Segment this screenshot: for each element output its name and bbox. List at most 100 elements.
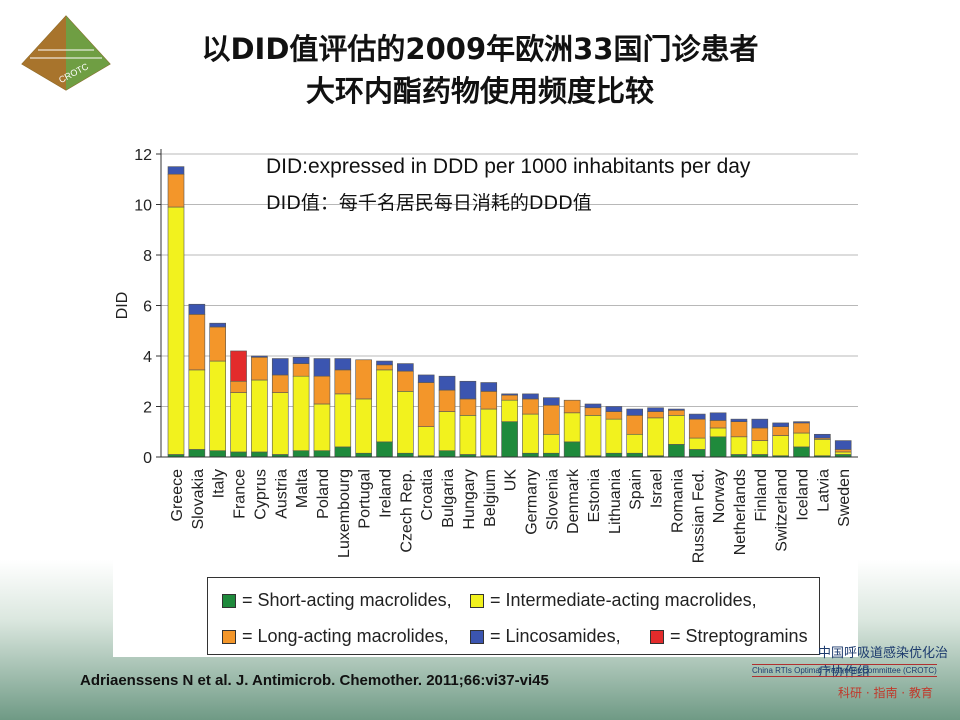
y-tick-label: 2 [143, 400, 152, 417]
legend-label-long: = Long-acting macrolides, [242, 626, 449, 646]
x-tick-label: Austria [273, 469, 290, 519]
slide-title-line1: 以DID值评估的2009年欧洲33国门诊患者 [201, 32, 759, 66]
bar-segment-long [480, 391, 498, 410]
x-tick-label: Croatia [419, 469, 436, 521]
bar-segment-lincosamides [834, 440, 852, 450]
x-tick-label: Iceland [795, 469, 812, 521]
bar-segment-short [376, 441, 393, 458]
bar-segment-intermediate [397, 391, 414, 454]
x-tick-label: Greece [169, 469, 186, 522]
bar-segment-lincosamides [751, 418, 769, 429]
x-tick-label: Sweden [836, 469, 853, 527]
x-tick-label: Finland [753, 469, 770, 521]
bar-segment-intermediate [376, 369, 393, 443]
bar-segment-long [647, 411, 664, 419]
bar-segment-intermediate [584, 415, 602, 457]
bar-segment-long [668, 409, 685, 416]
bar-segment-intermediate [834, 451, 852, 455]
bar-segment-lincosamides [772, 422, 789, 428]
bar-segment-long [563, 399, 581, 414]
bar-segment-intermediate [688, 437, 706, 450]
x-tick-label: Germany [523, 469, 540, 535]
bar-segment-intermediate [751, 440, 769, 455]
bar-segment-long [772, 426, 789, 436]
bar-segment-intermediate [230, 392, 247, 453]
bar-segment-intermediate [438, 411, 456, 451]
bar-segment-intermediate [188, 369, 206, 450]
bar-segment-intermediate [814, 439, 831, 457]
bar-segment-short [188, 449, 206, 458]
bar-segment-lincosamides [522, 393, 539, 400]
legend-label-short: = Short-acting macrolides, [242, 590, 452, 610]
bar-segment-long [793, 422, 810, 434]
bar-segment-lincosamides [709, 412, 727, 421]
y-tick-label: 6 [143, 299, 152, 316]
legend-swatch-streptogramins [650, 629, 664, 644]
x-tick-label: Latvia [815, 469, 832, 512]
x-tick-label: Norway [711, 469, 728, 523]
x-tick-label: UK [503, 469, 520, 492]
chart-legend: = Short-acting macrolides, = Intermediat… [207, 577, 820, 655]
bar-segment-intermediate [334, 393, 352, 448]
bar-segment-short [563, 441, 581, 458]
bar-segment-short [251, 451, 268, 458]
x-tick-label: Israel [649, 469, 666, 508]
bar-segment-long [355, 359, 372, 400]
legend-label-streptogramins: = Streptogramins [670, 626, 808, 646]
x-tick-label: Slovakia [190, 469, 207, 530]
bar-segment-intermediate [501, 399, 518, 422]
bar-segment-short [709, 436, 727, 458]
legend-item-intermediate: = Intermediate-acting macrolides, [470, 590, 757, 611]
bar-segment-intermediate [480, 408, 498, 457]
legend-item-long: = Long-acting macrolides, [222, 626, 449, 647]
bar-segment-short [542, 452, 560, 458]
bar-segment-long [709, 420, 727, 429]
bar-segment-short [334, 446, 352, 458]
bar-segment-long [313, 375, 331, 405]
bar-segment-lincosamides [271, 358, 289, 376]
x-tick-label: Netherlands [732, 469, 749, 555]
x-tick-label: Russian Fed. [690, 469, 707, 563]
bar-segment-long [397, 370, 414, 392]
legend-item-short: = Short-acting macrolides, [222, 590, 452, 611]
bar-segment-lincosamides [668, 408, 685, 411]
bar-segment-intermediate [709, 427, 727, 438]
bar-segment-streptogramins [230, 350, 247, 382]
bar-segment-lincosamides [397, 363, 414, 372]
legend-item-lincosamides: = Lincosamides, [470, 626, 621, 647]
x-tick-label: Denmark [565, 468, 582, 534]
bar-segment-lincosamides [626, 408, 644, 416]
x-tick-label: Cyprus [252, 469, 269, 520]
bar-segment-intermediate [605, 418, 623, 454]
bar-segment-intermediate [522, 413, 539, 454]
citation: Adriaenssens N et al. J. Antimicrob. Che… [80, 672, 549, 689]
bar-segment-lincosamides [793, 421, 810, 424]
bar-segment-short [313, 450, 331, 458]
bar-segment-long [751, 427, 769, 441]
x-tick-label: Hungary [461, 469, 478, 529]
x-tick-label: Italy [211, 469, 228, 498]
stacked-bar-chart: 0 2 4 6 8 10 12 DID Greece Slovakia Italy France Cyp… [114, 147, 858, 563]
bar-segment-long [542, 404, 560, 435]
x-tick-label: Lithuania [607, 469, 624, 534]
bar-segment-lincosamides [188, 303, 206, 315]
bar-segment-lincosamides [334, 358, 352, 371]
bar-segment-short [522, 452, 539, 458]
bar-segment-lincosamides [209, 322, 226, 328]
x-tick-label: Spain [628, 469, 645, 510]
bar-segment-lincosamides [605, 406, 623, 412]
bar-segment-lincosamides [584, 403, 602, 409]
x-tick-label: Luxembourg [336, 469, 353, 558]
x-tick-label: France [232, 469, 249, 519]
chart-area: 0 2 4 6 8 10 12 DID Greece Slovakia Italy France Cyp… [113, 137, 858, 657]
bar-segment-long [584, 407, 602, 416]
bar-segment-lincosamides [417, 374, 435, 383]
bar-segment-long [230, 380, 247, 393]
y-axis-label: DID [114, 292, 131, 320]
bar-segment-short [230, 451, 247, 458]
bar-segment-long [834, 449, 852, 453]
bar-segment-lincosamides [438, 375, 456, 391]
org-motto: 科研 · 指南 · 教育 [838, 686, 933, 700]
bar-segment-lincosamides [542, 397, 560, 406]
bar-segment-long [438, 389, 456, 412]
